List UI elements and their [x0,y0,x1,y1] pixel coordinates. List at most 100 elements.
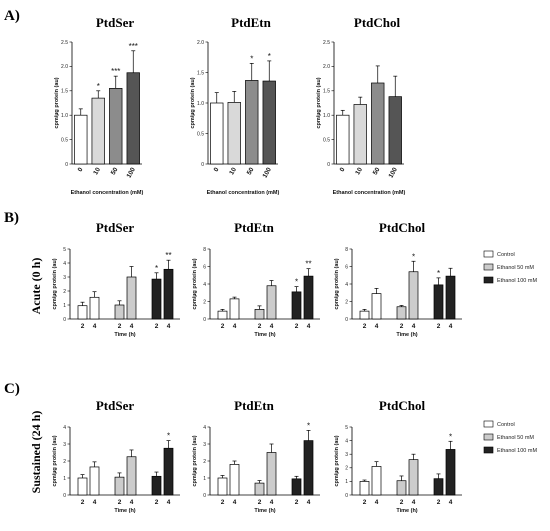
chart-b-ptdetn-x-tick-label: 2 [295,323,299,330]
legend-label: Ethanol 100 mM [497,278,537,284]
chart-c-ptdetn-y-tick-label: 4 [203,425,206,431]
chart-b-ptdetn-x-tick-label: 4 [233,323,237,330]
chart-c-ptdchol-y-tick-label: 1 [345,479,348,485]
chart-b-ptdser-y-tick-label: 4 [63,261,66,267]
chart-a-ptdser-x-tick-label: 0 [77,166,85,173]
chart-c-ptdser-x-tick-label: 4 [130,499,134,506]
chart-a-ptdser-significance: * [97,82,100,91]
chart-c-ptdser-y-tick-label: 0 [63,493,66,499]
chart-c-ptdchol-title: PtdChol [379,398,426,413]
chart-a-ptdchol: PtdChol 0 0.5 1.0 1.5 2.0 2.5 cpm/µg protein (a… [316,15,406,196]
chart-b-ptdser: PtdSer 0 1 2 3 4 5 cpm/µg protein (au) 2 4 2 4 * 2 ** 4… [52,220,180,338]
chart-b-ptdchol-y-tick-label: 8 [345,247,348,253]
chart-b-ptdchol-x-tick-label: 2 [400,323,404,330]
chart-a-ptdetn-y-tick-label: 1.5 [197,70,204,76]
chart-b-ptdchol-x-tick-label: 2 [437,323,441,330]
chart-c-ptdetn-xlabel: Time (h) [254,508,275,514]
chart-b-ptdchol-x-tick-label: 4 [449,323,453,330]
chart-b-ptdchol-x-tick-label: 4 [412,323,416,330]
chart-b-ptdetn-bar [229,298,240,320]
chart-a-ptdchol-title: PtdChol [354,15,401,30]
chart-c-ptdchol-x-tick-label: 4 [449,499,453,506]
chart-b-ptdser-x-tick-label: 2 [155,323,159,330]
chart-a-ptdser-bar [126,72,140,165]
chart-c-ptdchol-y-tick-label: 5 [345,425,348,431]
legend-b: Control Ethanol 50 mM Ethanol 100 mM [483,250,537,284]
chart-a-ptdser-y-tick-label: 1.0 [61,113,68,119]
chart-b-ptdser-bar [114,304,125,320]
chart-c-ptdser: PtdSer 0 1 2 3 4 cpm/µg protein (au) 2 4 2 4 2 * 4 Tim… [52,398,180,514]
chart-b-ptdchol-bar [371,293,382,320]
chart-c-ptdchol-bar [371,466,382,496]
chart-c-ptdser-bar [126,456,137,496]
chart-c-ptdetn-bar [229,464,240,496]
chart-b-ptdser-y-tick-label: 2 [63,289,66,295]
chart-a-ptdetn-ylabel: cpm/µg protein (au) [190,77,196,128]
chart-b-ptdser-significance: * [155,264,158,273]
chart-a-ptdetn-bar [210,102,224,165]
chart-b-ptdetn-ylabel: cpm/µg protein (au) [192,258,198,309]
chart-c-ptdetn-x-tick-label: 2 [295,499,299,506]
chart-b-ptdetn-x-tick-label: 2 [221,323,225,330]
chart-a-ptdetn-y-tick-label: 1.0 [197,101,204,107]
chart-c-ptdchol-y-tick-label: 2 [345,466,348,472]
chart-a-ptdetn-y-tick-label: 0 [201,162,204,168]
chart-b-ptdchol-bar [396,306,407,320]
chart-a-ptdetn-bar [227,102,241,165]
chart-c-ptdser-y-tick-label: 2 [63,459,66,465]
chart-b-ptdser-y-tick-label: 1 [63,303,66,309]
chart-a-ptdser-title: PtdSer [96,15,135,30]
chart-a-ptdser-significance: *** [111,67,120,76]
chart-a-ptdser-y-tick-label: 2.5 [61,40,68,46]
chart-b-ptdser-ylabel: cpm/µg protein (au) [52,258,58,309]
chart-c-ptdchol-bar [433,478,444,496]
chart-c-ptdetn-x-tick-label: 2 [258,499,262,506]
chart-b-ptdser-x-tick-label: 2 [81,323,85,330]
legend-c: Control Ethanol 50 mM Ethanol 100 mM [483,420,537,454]
chart-a-ptdchol-bar [388,96,402,165]
chart-c-ptdetn-y-tick-label: 3 [203,442,206,448]
chart-a-ptdchol-y-tick-label: 0.5 [323,137,330,143]
chart-c-ptdchol-y-tick-label: 4 [345,438,348,444]
chart-c-ptdchol-bar [396,480,407,496]
chart-b-ptdetn-x-tick-label: 4 [307,323,311,330]
chart-b-ptdetn-title: PtdEtn [234,220,275,235]
chart-b-ptdser-title: PtdSer [96,220,135,235]
chart-b-ptdser-bar [163,268,174,320]
chart-b-ptdchol-y-tick-label: 6 [345,264,348,270]
chart-b-ptdetn-x-tick-label: 2 [258,323,262,330]
chart-c-ptdser-x-tick-label: 2 [155,499,159,506]
chart-c-ptdchol-x-tick-label: 2 [363,499,367,506]
chart-b-ptdetn-x-tick-label: 4 [270,323,274,330]
chart-b-ptdchol-x-tick-label: 2 [363,323,367,330]
chart-c-ptdchol-significance: * [449,432,452,441]
chart-c-ptdser-x-tick-label: 4 [93,499,97,506]
legend-swatch [483,263,494,271]
chart-a-ptdchol-y-tick-label: 1.5 [323,89,330,95]
chart-a-ptdetn-bar [245,80,259,165]
chart-c-ptdchol-ylabel: cpm/µg protein (au) [334,435,340,486]
chart-a-ptdetn-title: PtdEtn [231,15,272,30]
legend-label: Ethanol 50 mM [497,265,534,271]
side-label-sustained: Sustained (24 h) [29,411,43,494]
legend-swatch [483,420,494,428]
chart-c-ptdetn-y-tick-label: 2 [203,459,206,465]
chart-b-ptdser-bar [151,278,162,320]
chart-c-ptdchol-x-tick-label: 4 [412,499,416,506]
chart-b-ptdetn: PtdEtn 0 2 4 6 8 cpm/µg protein (au) 2 4 2 4 * 2 ** 4 T… [192,220,320,338]
chart-a-ptdetn-x-tick-label: 50 [246,166,256,176]
chart-a-ptdchol-y-tick-label: 2.5 [323,40,330,46]
chart-c-ptdetn-ylabel: cpm/µg protein (au) [192,435,198,486]
chart-a-ptdser-bar [91,97,105,165]
chart-b-ptdetn-y-tick-label: 4 [203,282,206,288]
chart-c-ptdser-y-tick-label: 3 [63,442,66,448]
panel-label-a: A) [4,8,20,24]
chart-b-ptdser-bar [89,296,100,320]
side-label-acute: Acute (0 h) [29,258,43,315]
chart-c-ptdetn-bar [266,452,277,496]
chart-a-ptdser-bar [109,88,123,165]
panel-label-c: C) [4,381,20,397]
chart-b-ptdetn-y-tick-label: 0 [203,317,206,323]
